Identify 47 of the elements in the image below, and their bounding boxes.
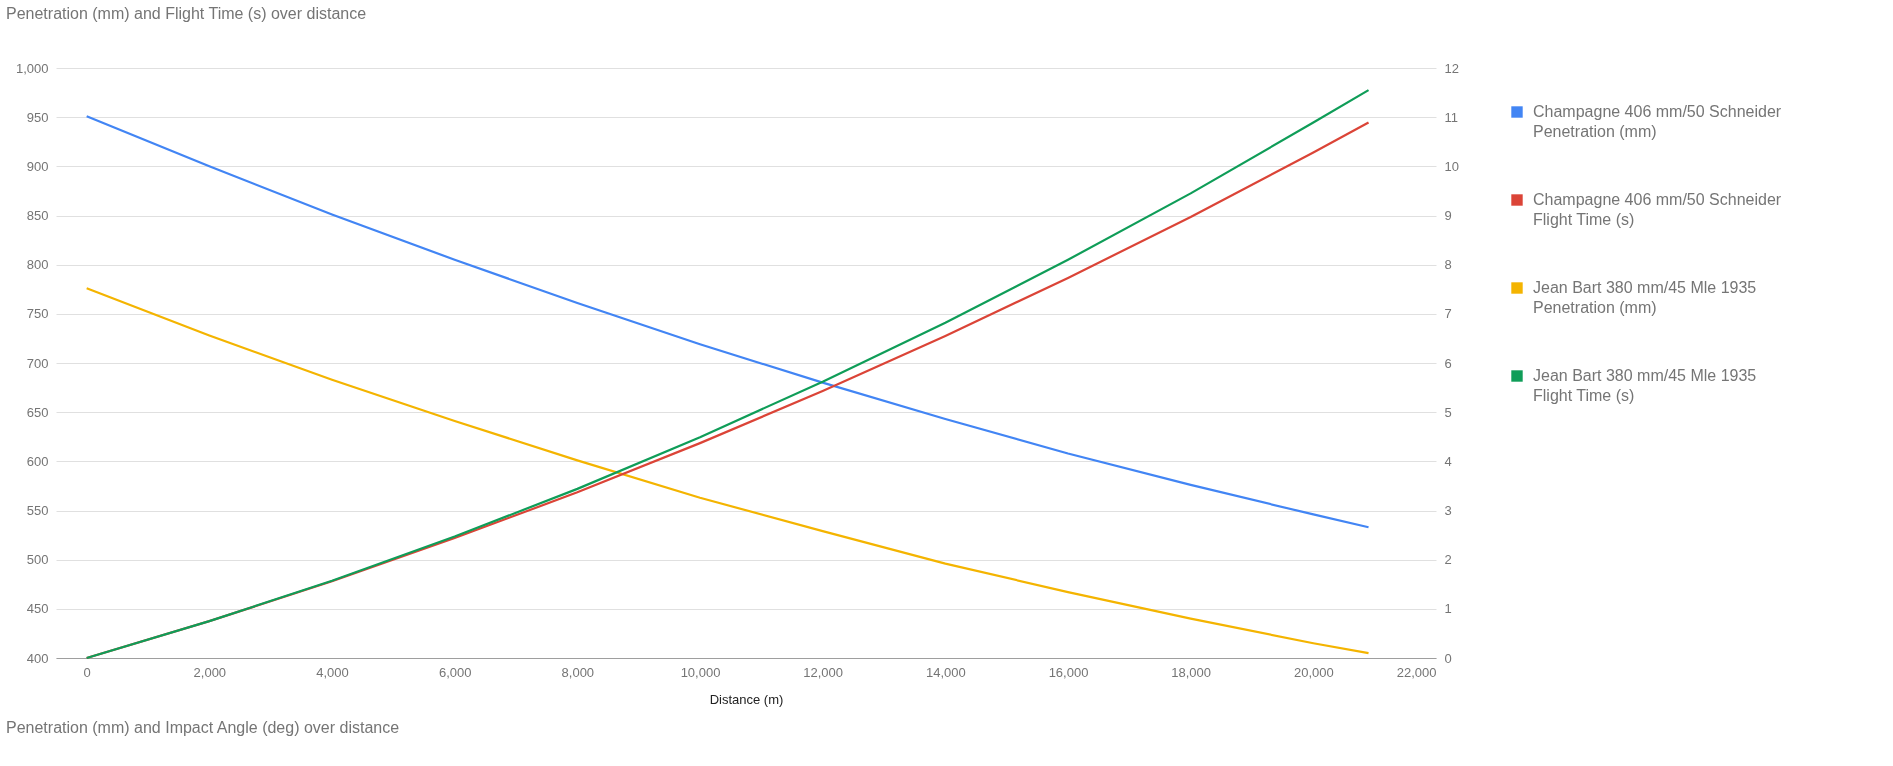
- y2-tick-label: 1: [1444, 601, 1452, 617]
- y-tick-label: 800: [26, 257, 49, 273]
- line-series: [85, 287, 1370, 655]
- y-tick-label: 450: [26, 601, 49, 617]
- y-tick-label: 400: [26, 650, 49, 666]
- text: Penetration (mm) and Impact Angle (deg) over distance: [6, 719, 400, 736]
- x-axis-title: Distance (m): [709, 691, 784, 707]
- y-tick-label: 900: [26, 158, 49, 174]
- line-series: [85, 115, 1370, 529]
- y-tick-label: 500: [26, 552, 49, 568]
- y2-tick-label: 5: [1444, 404, 1452, 420]
- y2-tick-label: 8: [1444, 257, 1452, 273]
- x-tick-label: 14,000: [925, 664, 966, 680]
- y2-tick-label: 12: [1444, 60, 1459, 76]
- y2-tick-label: 2: [1444, 552, 1452, 568]
- legend-label: Jean Bart 380 mm/45 Mle 1935 Flight Time (s): [1533, 367, 1757, 404]
- y-tick-label: 750: [26, 306, 49, 322]
- y-tick-label: 1,000: [15, 60, 49, 76]
- x-tick-label: 2,000: [193, 664, 227, 680]
- legend-label: Jean Bart 380 mm/45 Mle 1935 Penetration (mm): [1533, 279, 1757, 316]
- y2-tick-label: 6: [1444, 355, 1452, 371]
- y2-tick-label: 0: [1444, 650, 1452, 666]
- y2-tick-label: 4: [1444, 453, 1452, 469]
- y-tick-label: 550: [26, 503, 49, 518]
- x-tick-label: 12,000: [803, 664, 844, 680]
- x-tick-label: 8,000: [561, 664, 595, 680]
- x-tick-label: 16,000: [1048, 664, 1089, 680]
- y2-tick-label: 3: [1444, 503, 1452, 518]
- y2-tick-label: 7: [1444, 306, 1452, 322]
- chart-title: Penetration (mm) and Flight Time (s) over distance: [6, 5, 367, 22]
- legend-label: Champagne 406 mm/50 Schneider Flight Time (s): [1533, 191, 1782, 228]
- x-tick-label: 10,000: [680, 664, 721, 680]
- y-tick-label: 600: [26, 453, 49, 469]
- x-tick-label: 4,000: [316, 664, 349, 680]
- y-tick-label: 950: [26, 109, 49, 125]
- y2-tick-label: 9: [1444, 208, 1452, 223]
- x-tick-label: 20,000: [1293, 664, 1334, 680]
- x-tick-label: 0: [83, 664, 91, 680]
- y-tick-label: 850: [26, 208, 49, 223]
- legend-label: Champagne 406 mm/50 Schneider Penetration (mm): [1533, 103, 1782, 140]
- x-tick-label: 18,000: [1171, 664, 1212, 680]
- y2-tick-label: 10: [1444, 158, 1459, 174]
- y-tick-label: 650: [26, 404, 49, 420]
- x-tick-label: 22,000: [1396, 664, 1437, 680]
- x-tick-label: 6,000: [438, 664, 472, 680]
- y2-tick-label: 11: [1444, 109, 1458, 125]
- y-tick-label: 700: [26, 355, 49, 371]
